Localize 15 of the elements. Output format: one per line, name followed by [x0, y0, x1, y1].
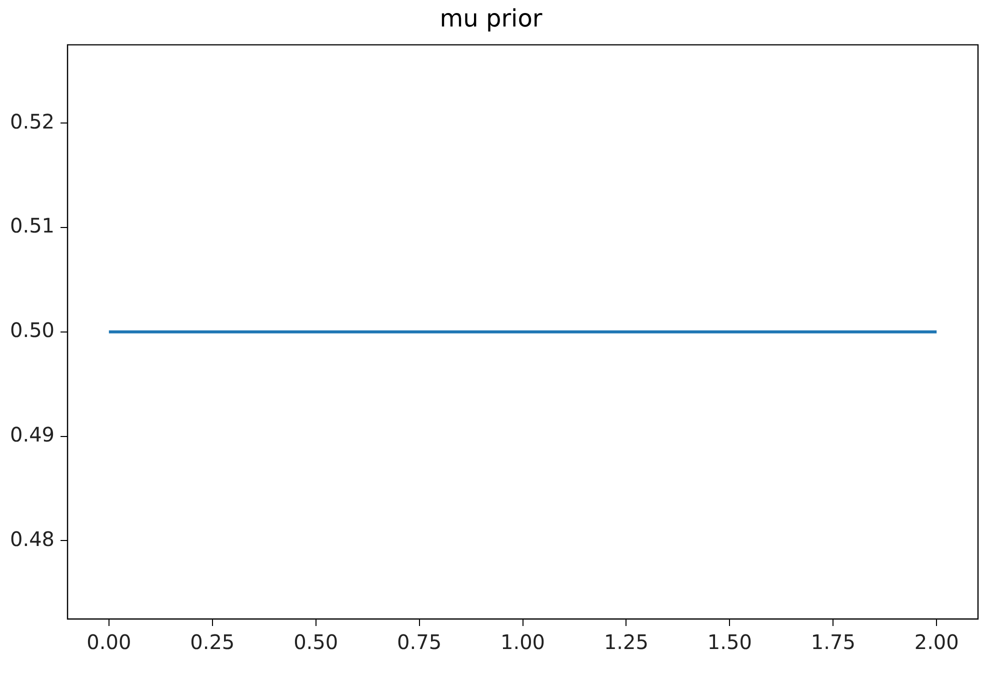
- x-tick-label: 1.25: [604, 630, 648, 654]
- x-tick-label: 0.75: [397, 630, 442, 654]
- y-tick-label: 0.49: [10, 422, 55, 447]
- x-tick-label: 0.25: [190, 630, 235, 654]
- y-tick-label: 0.50: [10, 318, 55, 342]
- x-tick-label: 1.00: [500, 630, 546, 654]
- chart-title: mu prior: [440, 4, 542, 33]
- x-tick-label: 1.50: [707, 630, 752, 654]
- y-tick-label: 0.52: [10, 109, 55, 134]
- x-tick-label: 2.00: [914, 630, 959, 654]
- y-tick-label: 0.48: [10, 526, 55, 551]
- x-tick-label: 0.00: [86, 630, 132, 654]
- y-tick-label: 0.51: [10, 214, 55, 238]
- x-tick-label: 1.75: [810, 630, 856, 654]
- x-tick-label: 0.50: [294, 630, 338, 654]
